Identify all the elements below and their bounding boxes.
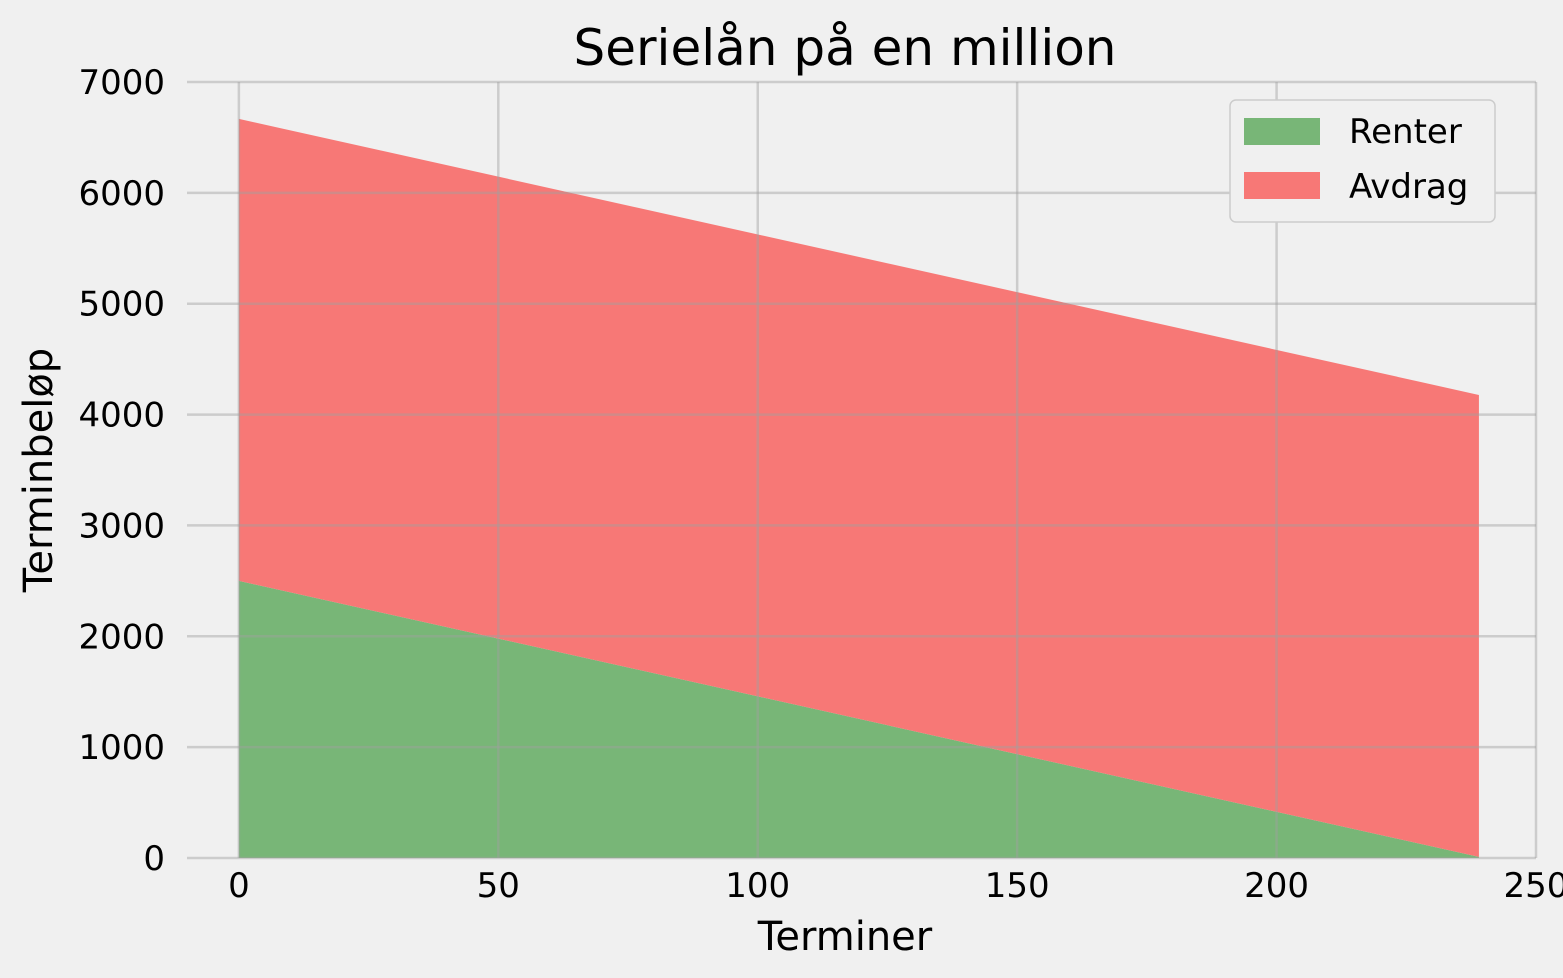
y-tick-labels: 0 1000 2000 3000 4000 5000 6000 7000	[78, 63, 165, 879]
chart-title: Serielån på en million	[574, 19, 1117, 77]
area-avdrag	[238, 118, 1479, 857]
legend-swatch-renter	[1244, 118, 1320, 145]
y-tick-label: 7000	[78, 63, 165, 103]
y-tick-label: 5000	[78, 285, 165, 325]
area-renter	[238, 580, 1479, 858]
x-tick-labels: 0 50 100 150 200 250	[228, 866, 1563, 906]
x-tick-label: 150	[985, 866, 1050, 906]
y-tick-label: 3000	[78, 506, 165, 546]
x-tick-label: 100	[725, 866, 790, 906]
y-tick-label: 2000	[78, 617, 165, 657]
y-tick-label: 0	[143, 839, 165, 879]
area-layers	[238, 118, 1479, 858]
y-tick-label: 1000	[78, 728, 165, 768]
legend-label-renter: Renter	[1349, 112, 1462, 152]
x-tick-label: 200	[1244, 866, 1309, 906]
y-tick-label: 4000	[78, 396, 165, 436]
legend-swatch-avdrag	[1244, 172, 1320, 199]
x-tick-label: 0	[228, 866, 250, 906]
y-axis-label: Terminbeløp	[16, 348, 62, 593]
legend: Renter Avdrag	[1229, 99, 1496, 223]
x-tick-label: 50	[477, 866, 520, 906]
x-tick-label: 250	[1504, 866, 1563, 906]
x-axis-label: Terminer	[757, 914, 933, 960]
legend-label-avdrag: Avdrag	[1349, 167, 1468, 207]
y-tick-label: 6000	[78, 174, 165, 214]
